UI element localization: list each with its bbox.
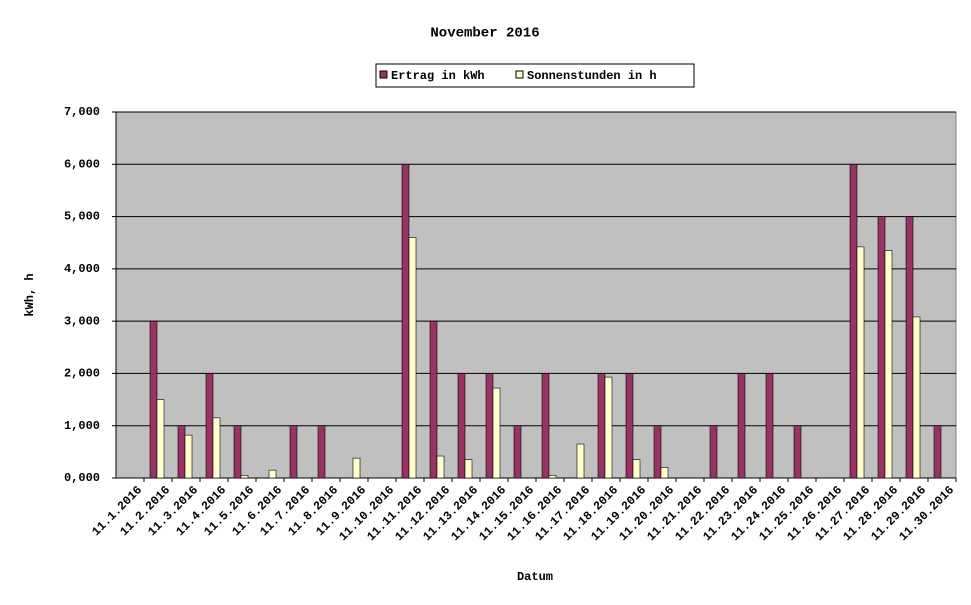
bar (457, 373, 466, 479)
bar (492, 387, 501, 479)
y-axis-label: kWh, h (23, 273, 37, 316)
bar (548, 475, 557, 479)
bar (513, 425, 522, 479)
legend-box (375, 63, 695, 88)
y-tick-label: 3,000 (64, 314, 100, 328)
bar (289, 425, 298, 479)
bar (709, 425, 718, 479)
bar (205, 373, 214, 479)
bar (905, 216, 914, 479)
bar (233, 425, 242, 479)
legend-label: Ertrag in kWh (391, 69, 485, 83)
bar (625, 373, 634, 479)
bar (576, 443, 585, 479)
bar (177, 425, 186, 479)
legend-swatch (515, 70, 524, 79)
bar (184, 434, 193, 479)
bar (541, 373, 550, 479)
legend-label: Sonnenstunden in h (527, 69, 657, 83)
y-tick-label: 0,000 (64, 471, 100, 485)
bar (464, 459, 473, 479)
bar (884, 250, 893, 479)
y-tick-label: 2,000 (64, 367, 100, 381)
bar (212, 417, 221, 479)
bar (240, 475, 249, 479)
plot-area (115, 111, 957, 479)
bar (597, 373, 606, 479)
y-tick-label: 1,000 (64, 419, 100, 433)
bar (653, 425, 662, 479)
bar (408, 237, 417, 479)
y-tick-label: 4,000 (64, 262, 100, 276)
y-tick-label: 6,000 (64, 157, 100, 171)
bar (485, 373, 494, 479)
bar (849, 163, 858, 479)
bar (793, 425, 802, 479)
bar (632, 459, 641, 479)
bar (436, 455, 445, 479)
bar (933, 425, 942, 479)
bar (317, 425, 326, 479)
y-tick-label: 7,000 (64, 105, 100, 119)
bar (352, 457, 361, 479)
bar (737, 373, 746, 479)
bar (856, 246, 865, 479)
bar (429, 320, 438, 479)
bar (156, 399, 165, 479)
bar (877, 216, 886, 479)
bar (149, 320, 158, 479)
bar (604, 376, 613, 479)
bar (660, 467, 669, 479)
y-tick-label: 5,000 (64, 210, 100, 224)
bar (765, 373, 774, 479)
x-axis-label: Datum (517, 570, 553, 584)
bar (401, 163, 410, 479)
legend-swatch (379, 70, 388, 79)
chart-title: November 2016 (430, 26, 539, 42)
bar (912, 316, 921, 479)
bar (268, 469, 277, 479)
